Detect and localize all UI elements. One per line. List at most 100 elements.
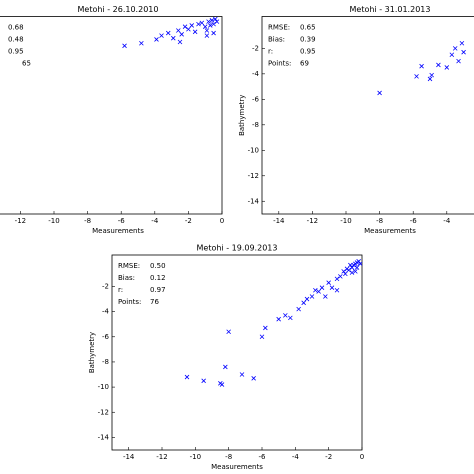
point [154, 37, 159, 42]
point [192, 29, 198, 35]
point [436, 62, 441, 68]
x-tick-label: -2 [185, 217, 192, 225]
point [319, 285, 325, 290]
x-tick-label: -4 [443, 217, 451, 225]
point [353, 269, 358, 274]
x-tick-label: -6 [259, 453, 267, 461]
x-tick-label: -8 [376, 217, 383, 225]
y-tick-label: -8 [252, 121, 259, 129]
point [226, 329, 231, 335]
point [358, 261, 362, 267]
point [239, 372, 245, 377]
y-tick-label: -14 [248, 197, 260, 205]
x-tick-label: 0 [360, 453, 364, 461]
point [251, 376, 256, 381]
y-tick-label: -10 [248, 146, 259, 154]
point [212, 16, 218, 22]
y-tick-label: -2 [102, 282, 109, 290]
stat-value: 0.95 [8, 48, 24, 56]
stat-value: 0.48 [8, 36, 24, 44]
point [214, 19, 220, 24]
y-tick-label: -4 [102, 308, 110, 316]
point [456, 58, 461, 64]
x-tick-label: -6 [410, 217, 418, 225]
chart-title: Metohi - 31.01.2013 [350, 5, 431, 14]
stat-value: 0.39 [300, 36, 316, 44]
y-tick-label: -12 [248, 172, 259, 180]
x-tick-label: -2 [325, 453, 332, 461]
point [427, 76, 433, 82]
point [461, 49, 466, 55]
stat-value: 0.65 [300, 24, 316, 32]
y-tick-label: -4 [252, 70, 260, 78]
x-tick-label: -8 [84, 217, 91, 225]
x-tick-label: -14 [273, 217, 285, 225]
x-tick-label: 0 [220, 217, 224, 225]
point [301, 300, 306, 306]
point [334, 276, 340, 282]
point [343, 271, 348, 277]
points [122, 16, 220, 49]
point [196, 21, 201, 27]
point [283, 313, 288, 318]
chart-title: Metohi - 19.09.2013 [197, 244, 278, 253]
stat-label: Bias: [118, 274, 135, 282]
point [338, 274, 343, 279]
y-tick-label: -14 [98, 433, 110, 441]
point [199, 20, 205, 26]
point [204, 28, 210, 33]
point [170, 35, 176, 41]
point [354, 265, 360, 270]
stat-label: r: [118, 286, 123, 294]
stat-label: RMSE: [268, 24, 290, 32]
x-tick-label: -10 [48, 217, 59, 225]
y-tick-label: -2 [252, 44, 259, 52]
stat-value: 69 [300, 60, 309, 68]
axes-frame [261, 16, 474, 215]
point [159, 33, 164, 38]
stat-value: 0.97 [150, 286, 166, 294]
x-tick-label: -4 [292, 453, 300, 461]
stat-value: 0.95 [300, 48, 316, 56]
point [329, 285, 335, 290]
axes-frame [111, 254, 363, 451]
point [209, 18, 215, 23]
points [184, 259, 362, 387]
point [204, 33, 210, 38]
x-tick-label: -14 [123, 453, 135, 461]
y-tick-label: -12 [98, 408, 109, 416]
point [452, 46, 458, 51]
point [419, 63, 424, 69]
stat-value: 0.68 [8, 24, 24, 32]
x-axis-label: Measurements [364, 227, 416, 235]
point [348, 262, 353, 268]
point [316, 289, 321, 294]
x-tick-label: -10 [340, 217, 351, 225]
point [186, 26, 191, 32]
point [459, 40, 465, 46]
point [211, 21, 216, 27]
point [223, 364, 228, 370]
stat-value: 76 [150, 298, 159, 306]
point [207, 23, 213, 28]
point [356, 259, 361, 264]
stat-label: r: [268, 48, 273, 56]
point [349, 270, 355, 275]
stat-label: Points: [268, 60, 291, 68]
stat-label: Points: [118, 298, 141, 306]
point [259, 334, 265, 340]
point [176, 28, 181, 33]
y-tick-label: -6 [102, 333, 110, 341]
point [309, 294, 315, 299]
x-tick-label: -10 [190, 453, 201, 461]
x-axis-label: Measurements [92, 227, 144, 235]
point [122, 43, 127, 49]
point [201, 378, 206, 384]
point [304, 296, 310, 302]
y-axis-label: Bathymetry [88, 332, 96, 373]
point [184, 374, 190, 380]
x-axis-label: Measurements [211, 463, 263, 471]
point [211, 30, 216, 36]
point [288, 315, 293, 321]
